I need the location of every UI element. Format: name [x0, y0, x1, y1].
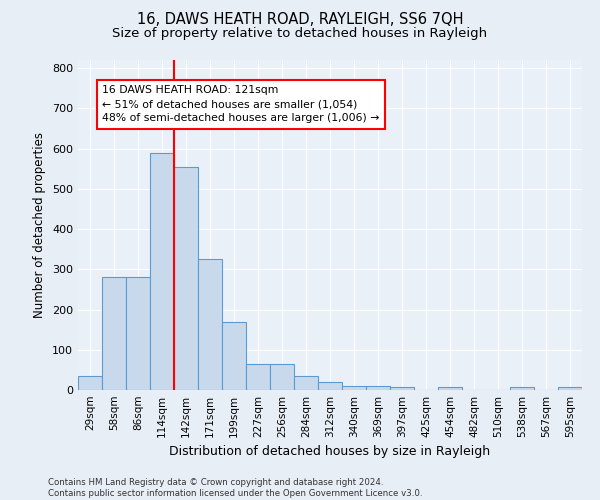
Bar [222, 322, 246, 390]
Bar [510, 387, 534, 390]
Bar [294, 376, 318, 390]
Bar [246, 364, 270, 390]
Bar [174, 166, 198, 390]
Text: Size of property relative to detached houses in Rayleigh: Size of property relative to detached ho… [112, 28, 488, 40]
Y-axis label: Number of detached properties: Number of detached properties [34, 132, 46, 318]
X-axis label: Distribution of detached houses by size in Rayleigh: Distribution of detached houses by size … [169, 446, 491, 458]
Bar [558, 387, 582, 390]
Bar [342, 386, 366, 390]
Bar [150, 152, 174, 390]
Bar [390, 387, 414, 390]
Bar [366, 386, 390, 390]
Bar [270, 364, 294, 390]
Text: Contains HM Land Registry data © Crown copyright and database right 2024.
Contai: Contains HM Land Registry data © Crown c… [48, 478, 422, 498]
Bar [198, 259, 222, 390]
Bar [126, 278, 150, 390]
Bar [438, 387, 462, 390]
Text: 16 DAWS HEATH ROAD: 121sqm
← 51% of detached houses are smaller (1,054)
48% of s: 16 DAWS HEATH ROAD: 121sqm ← 51% of deta… [102, 86, 379, 124]
Bar [102, 278, 126, 390]
Text: 16, DAWS HEATH ROAD, RAYLEIGH, SS6 7QH: 16, DAWS HEATH ROAD, RAYLEIGH, SS6 7QH [137, 12, 463, 28]
Bar [78, 376, 102, 390]
Bar [318, 382, 342, 390]
